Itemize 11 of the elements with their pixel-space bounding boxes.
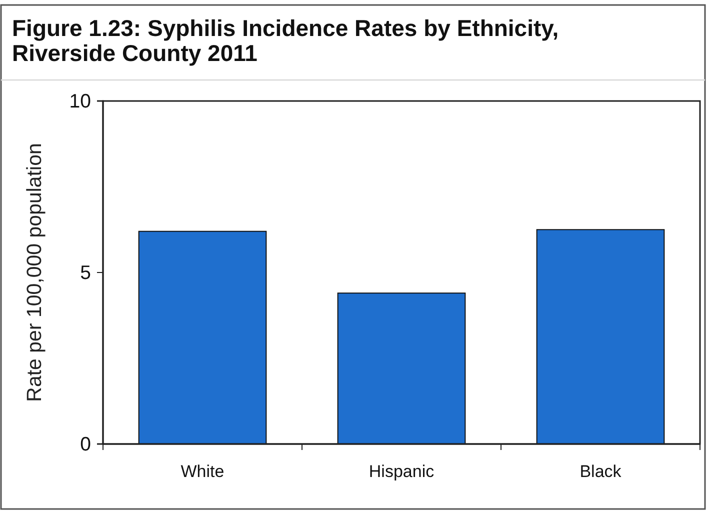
y-tick-label: 10	[69, 90, 92, 112]
bar	[536, 229, 665, 444]
x-tick-label: White	[180, 462, 224, 482]
y-axis-title: Rate per 100,000 population	[23, 143, 46, 402]
x-tick-label: Black	[580, 462, 622, 482]
y-tick-label: 5	[80, 262, 92, 284]
x-tick-label: Hispanic	[368, 462, 435, 482]
bar	[337, 292, 466, 444]
bar	[138, 230, 267, 444]
chart-title: Figure 1.23: Syphilis Incidence Rates by Ethnicity, Riverside County 2011	[12, 15, 559, 66]
y-tick-label: 0	[80, 433, 92, 456]
